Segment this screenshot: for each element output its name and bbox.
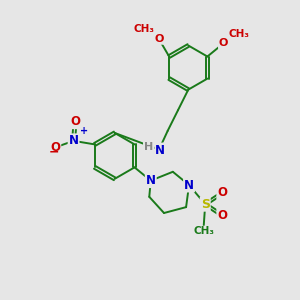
Text: CH₃: CH₃ (228, 29, 249, 39)
Text: N: N (184, 178, 194, 191)
Text: N: N (146, 174, 156, 187)
Text: O: O (154, 34, 164, 44)
Text: N: N (155, 143, 165, 157)
Text: CH₃: CH₃ (193, 226, 214, 236)
Text: S: S (201, 198, 210, 211)
Text: O: O (70, 115, 80, 128)
Text: O: O (217, 209, 227, 222)
Text: CH₃: CH₃ (133, 23, 154, 34)
Text: O: O (219, 38, 228, 48)
Text: −: − (49, 146, 59, 159)
Text: H: H (144, 142, 153, 152)
Text: O: O (50, 141, 60, 154)
Text: N: N (69, 134, 79, 147)
Text: +: + (80, 126, 88, 136)
Text: O: O (217, 187, 227, 200)
